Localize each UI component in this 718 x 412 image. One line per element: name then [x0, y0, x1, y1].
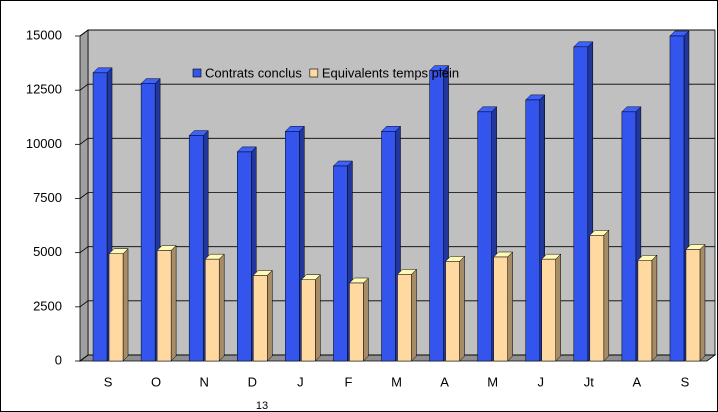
bar — [301, 279, 316, 362]
x-tick-label: Jt — [584, 374, 595, 389]
bar-side — [411, 268, 417, 362]
bar-side — [170, 244, 177, 362]
y-tick-label: 5000 — [33, 244, 62, 259]
bar-side — [603, 229, 610, 362]
bar — [397, 274, 412, 362]
bar — [669, 35, 685, 362]
bar-side — [555, 253, 561, 362]
bar — [188, 135, 204, 362]
bar — [285, 131, 300, 362]
bar — [685, 249, 701, 362]
bar — [621, 111, 637, 362]
bar-side — [651, 254, 658, 362]
bar-side — [459, 255, 465, 362]
bar — [108, 253, 124, 362]
x-tick-label: N — [199, 374, 208, 389]
bar-side — [363, 277, 369, 362]
legend-swatch — [192, 68, 202, 78]
y-tick-label: 0 — [55, 352, 62, 367]
x-tick-label: M — [487, 374, 498, 389]
bar — [349, 282, 364, 362]
bar — [525, 99, 540, 362]
bar-side — [699, 243, 706, 362]
bar — [156, 250, 172, 362]
bar — [429, 70, 444, 362]
legend-label: Equivalents temps plein — [322, 65, 459, 80]
legend-label: Contrats conclus — [205, 65, 302, 80]
bar-side — [267, 269, 273, 362]
bar-side — [122, 248, 129, 362]
bar — [140, 83, 156, 362]
bar — [237, 151, 252, 362]
x-tick-label: A — [440, 374, 449, 389]
y-tick-label: 15000 — [26, 27, 62, 42]
bar — [253, 275, 268, 362]
x-tick-label: O — [151, 374, 161, 389]
bar — [541, 258, 556, 362]
bar-side — [218, 253, 225, 362]
bar — [573, 46, 589, 362]
grid-line — [79, 83, 715, 91]
x-tick-label: S — [104, 374, 113, 389]
grid-line — [79, 246, 715, 253]
x-tick-label: J — [297, 374, 304, 389]
y-tick-label: 7500 — [33, 190, 62, 205]
bar — [333, 165, 348, 362]
x-tick-label: S — [681, 374, 690, 389]
x-tick-label: M — [391, 374, 402, 389]
bar — [381, 131, 396, 362]
bar — [445, 261, 460, 362]
bar — [204, 258, 220, 362]
x-tick-label: F — [344, 374, 352, 389]
x-tick-label: A — [633, 374, 642, 389]
grid-line — [79, 137, 715, 145]
bar — [493, 256, 508, 362]
legend-swatch — [309, 68, 319, 78]
bar-side — [315, 274, 321, 362]
bar — [477, 111, 492, 362]
x-tick-label: D — [248, 374, 257, 389]
bar-side — [507, 251, 513, 362]
y-tick-label: 10000 — [26, 136, 62, 151]
x-tick-label: J — [537, 374, 544, 389]
bar — [589, 235, 605, 362]
grid-line — [79, 29, 715, 37]
y-tick-label: 12500 — [26, 82, 62, 97]
bar — [92, 72, 108, 362]
grid-line — [79, 192, 715, 199]
bar — [637, 260, 653, 362]
annotation: 13 — [256, 400, 268, 412]
y-tick-label: 2500 — [33, 298, 62, 313]
